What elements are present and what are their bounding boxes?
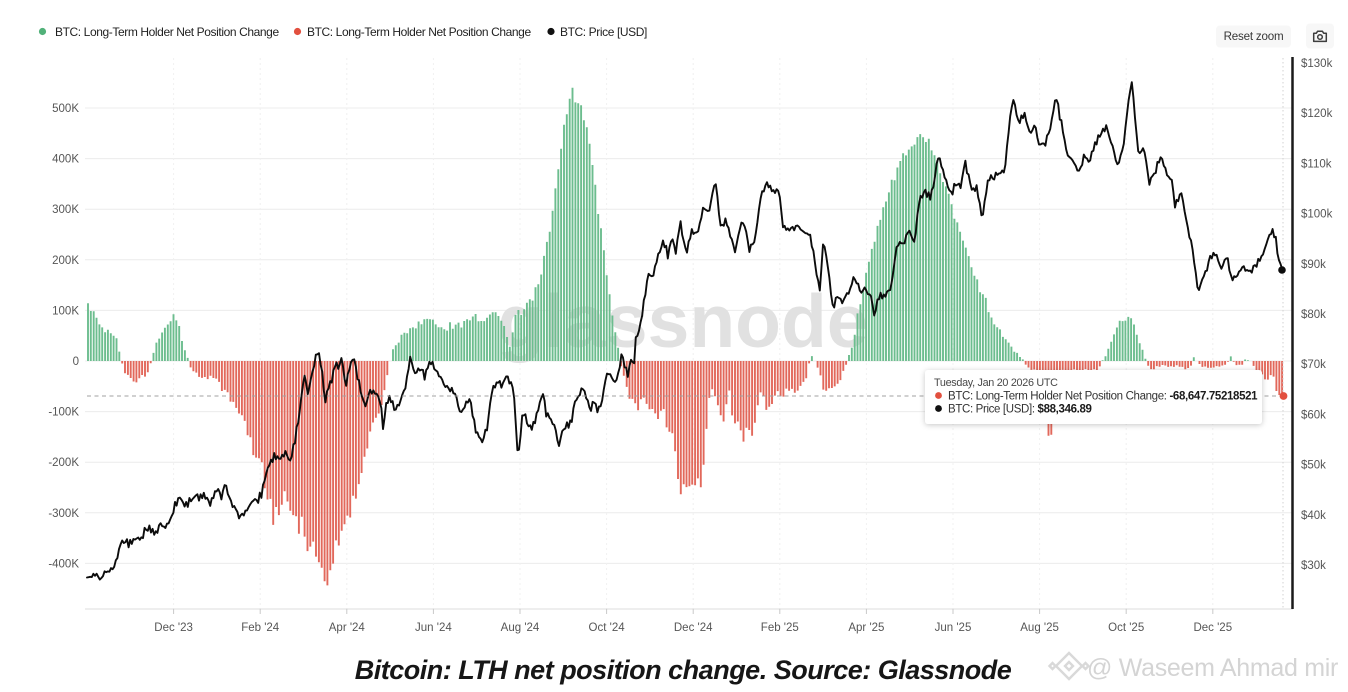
svg-text:Jun '25: Jun '25 <box>935 622 972 634</box>
svg-text:Dec '23: Dec '23 <box>154 622 193 634</box>
svg-text:$40k: $40k <box>1301 510 1326 522</box>
svg-text:0: 0 <box>73 356 79 368</box>
svg-text:Dec '25: Dec '25 <box>1193 622 1232 634</box>
svg-text:Apr '25: Apr '25 <box>848 622 884 634</box>
svg-text:Aug '24: Aug '24 <box>501 622 540 634</box>
svg-text:Oct '24: Oct '24 <box>589 622 626 634</box>
svg-text:Tuesday, Jan 20 2026 UTC: Tuesday, Jan 20 2026 UTC <box>934 377 1058 389</box>
svg-text:Dec '24: Dec '24 <box>674 622 713 634</box>
svg-text:Apr '24: Apr '24 <box>329 622 366 634</box>
svg-text:$90k: $90k <box>1301 259 1326 271</box>
svg-text:$50k: $50k <box>1301 460 1326 472</box>
svg-text:-400K: -400K <box>48 558 79 570</box>
svg-text:$110k: $110k <box>1301 158 1332 170</box>
svg-text:Reset zoom: Reset zoom <box>1224 30 1284 43</box>
svg-text:BTC: Long-Term Holder Net Posi: BTC: Long-Term Holder Net Position Chang… <box>307 25 531 39</box>
svg-text:400K: 400K <box>52 154 79 166</box>
svg-text:$120k: $120k <box>1301 108 1333 120</box>
svg-text:Aug '25: Aug '25 <box>1020 622 1059 634</box>
svg-text:Feb '25: Feb '25 <box>761 622 799 634</box>
svg-text:BTC: Long-Term Holder Net Posi: BTC: Long-Term Holder Net Position Chang… <box>55 25 279 39</box>
svg-text:$100k: $100k <box>1301 209 1333 221</box>
svg-text:BTC: Price [USD]: BTC: Price [USD] <box>560 25 647 39</box>
svg-text:-200K: -200K <box>48 457 79 469</box>
svg-text:$70k: $70k <box>1301 359 1326 371</box>
svg-text:BTC: Long-Term Holder Net Posi: BTC: Long-Term Holder Net Position Chang… <box>948 391 1258 403</box>
svg-text:-300K: -300K <box>48 508 79 520</box>
svg-text:$60k: $60k <box>1301 409 1326 421</box>
svg-text:100K: 100K <box>52 305 79 317</box>
svg-text:-100K: -100K <box>48 407 79 419</box>
svg-text:500K: 500K <box>52 103 79 115</box>
svg-text:Feb '24: Feb '24 <box>241 622 280 634</box>
svg-text:glassnode: glassnode <box>498 279 869 363</box>
svg-text:Bitcoin: LTH net position chan: Bitcoin: LTH net position change. Source… <box>355 655 1012 685</box>
svg-text:$80k: $80k <box>1301 309 1326 321</box>
svg-text:Jun '24: Jun '24 <box>415 622 452 634</box>
svg-text:$130k: $130k <box>1301 58 1333 70</box>
svg-text:BTC: Price [USD]: $88,346.89: BTC: Price [USD]: $88,346.89 <box>948 404 1092 416</box>
svg-text:$30k: $30k <box>1301 560 1326 572</box>
svg-text:200K: 200K <box>52 255 79 267</box>
svg-text:300K: 300K <box>52 204 79 216</box>
svg-text:Oct '25: Oct '25 <box>1108 622 1144 634</box>
svg-text:@ Waseem Ahmad mir: @ Waseem Ahmad mir <box>1087 654 1338 682</box>
